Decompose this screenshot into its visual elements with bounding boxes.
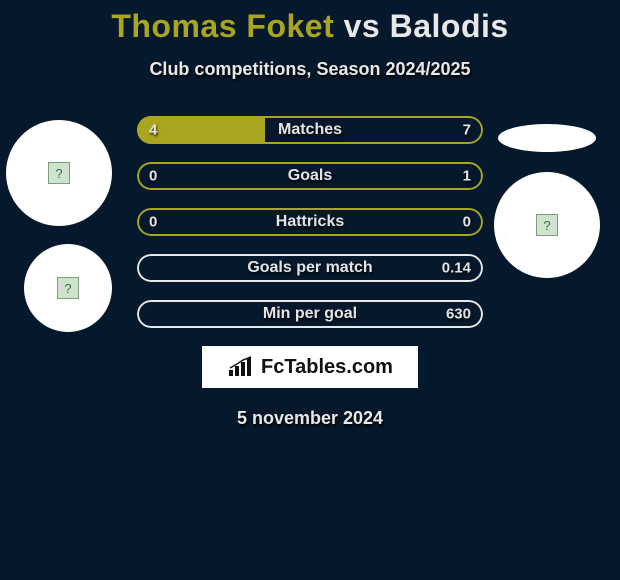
stat-label: Goals per match — [247, 259, 372, 277]
broken-image-icon: ? — [536, 214, 558, 236]
stat-label: Goals — [288, 167, 332, 185]
stat-value-right: 1 — [463, 168, 471, 185]
stat-value-left: 0 — [149, 214, 157, 231]
broken-image-icon: ? — [57, 277, 79, 299]
player1-name: Thomas Foket — [111, 8, 334, 44]
player2-flag — [498, 124, 596, 152]
stat-label: Matches — [278, 121, 342, 139]
stat-value-right: 0 — [463, 214, 471, 231]
player1-club-logo: ? — [24, 244, 112, 332]
player2-photo: ? — [494, 172, 600, 278]
date-label: 5 november 2024 — [0, 408, 620, 429]
stat-label: Hattricks — [276, 213, 344, 231]
stat-label: Min per goal — [263, 305, 357, 323]
stat-value-right: 630 — [446, 306, 471, 323]
player1-avatars: ? ? — [6, 120, 136, 332]
stat-row: Min per goal 630 — [137, 300, 483, 328]
broken-image-icon: ? — [48, 162, 70, 184]
bars-icon — [227, 356, 255, 378]
stat-value-left: 0 — [149, 168, 157, 185]
subtitle: Club competitions, Season 2024/2025 — [0, 59, 620, 80]
stats-bars: 4 Matches 7 0 Goals 1 0 Hattricks 0 Goals per mat… — [137, 116, 483, 328]
stat-value-right: 7 — [463, 122, 471, 139]
branding-badge: FcTables.com — [202, 346, 418, 388]
player2-avatars: ? — [484, 120, 614, 278]
stat-row: 4 Matches 7 — [137, 116, 483, 144]
stat-row: 0 Hattricks 0 — [137, 208, 483, 236]
stat-value-right: 0.14 — [442, 260, 471, 277]
stat-row: Goals per match 0.14 — [137, 254, 483, 282]
player1-photo: ? — [6, 120, 112, 226]
vs-label: vs — [344, 8, 381, 44]
stat-value-left: 4 — [149, 122, 157, 139]
stat-row: 0 Goals 1 — [137, 162, 483, 190]
player2-name: Balodis — [390, 8, 509, 44]
branding-text: FcTables.com — [261, 356, 393, 379]
comparison-title: Thomas Foket vs Balodis — [0, 0, 620, 45]
